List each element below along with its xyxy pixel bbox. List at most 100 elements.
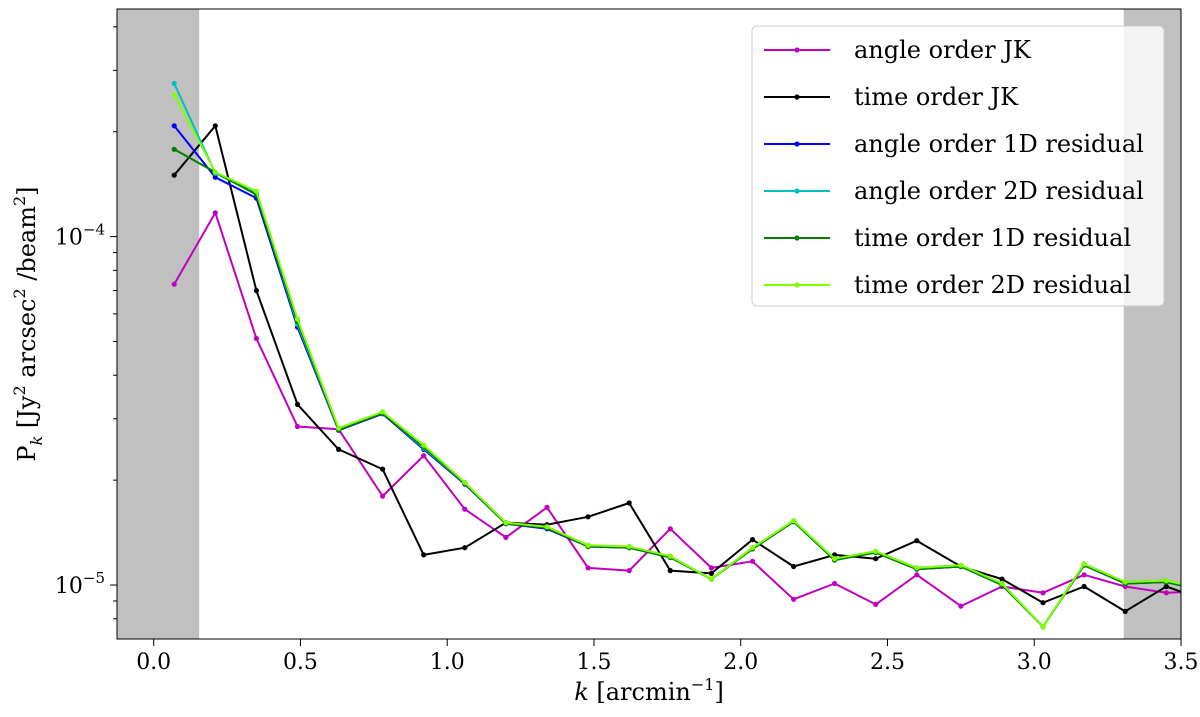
data-point	[999, 580, 1005, 587]
legend-label: time order 2D residual	[854, 271, 1131, 299]
x-tick-label: 0.0	[136, 650, 171, 675]
data-point	[1122, 579, 1128, 585]
legend-swatch-marker	[794, 188, 800, 194]
data-point	[1040, 590, 1046, 596]
data-point	[544, 504, 550, 510]
data-point	[212, 123, 218, 129]
legend-swatch-marker	[794, 141, 800, 147]
legend-swatch-marker	[794, 94, 800, 100]
legend-item: time order 2D residual	[764, 271, 1131, 299]
x-tick-label: 2.5	[870, 650, 905, 675]
data-point	[749, 545, 756, 551]
data-point	[914, 538, 920, 544]
data-point	[462, 506, 468, 512]
data-point	[171, 123, 177, 129]
series-line-1	[173, 211, 1181, 608]
x-tick-label: 1.5	[576, 650, 611, 675]
data-point	[914, 565, 920, 571]
legend-item: time order 1D residual	[764, 224, 1131, 252]
data-point	[380, 493, 386, 499]
data-point	[791, 518, 797, 524]
y-axis-ticks: 10−5 10−4	[55, 26, 117, 620]
data-point	[626, 500, 632, 506]
data-point	[708, 565, 715, 571]
legend-swatch-marker	[794, 47, 800, 53]
series-line-6	[173, 94, 1181, 628]
series-6	[171, 92, 1181, 630]
data-point	[667, 568, 673, 574]
data-point	[462, 479, 468, 485]
data-point	[503, 534, 509, 541]
data-point	[585, 514, 591, 520]
legend-item: angle order JK	[764, 36, 1032, 64]
data-point	[958, 562, 964, 568]
data-point	[380, 409, 386, 415]
data-point	[667, 553, 673, 559]
data-point	[1163, 590, 1169, 596]
data-point	[749, 537, 756, 543]
data-point	[1163, 583, 1169, 590]
data-point	[1081, 561, 1087, 567]
data-point	[832, 580, 838, 587]
data-point	[336, 446, 342, 452]
data-point	[1040, 624, 1046, 630]
data-point	[1081, 583, 1087, 590]
data-point	[171, 92, 177, 98]
data-point	[421, 442, 427, 448]
data-point	[585, 565, 591, 571]
legend-box	[751, 25, 1165, 307]
data-point	[336, 425, 342, 431]
legend-swatch-marker	[794, 282, 800, 288]
data-point	[873, 556, 879, 562]
data-point	[832, 556, 838, 562]
data-point	[294, 316, 301, 322]
data-point	[294, 401, 301, 407]
data-point	[791, 563, 797, 570]
data-point	[171, 146, 177, 152]
legend-label: angle order 2D residual	[854, 177, 1144, 205]
data-point	[212, 169, 218, 175]
data-point	[294, 423, 301, 430]
data-point	[1122, 608, 1128, 615]
x-axis-label: k [arcmin−1]	[574, 675, 724, 706]
legend-label: angle order 1D residual	[854, 130, 1144, 158]
data-point	[462, 545, 468, 551]
data-point	[1081, 572, 1087, 578]
data-point	[626, 543, 632, 550]
data-point	[1040, 600, 1046, 606]
data-point	[212, 210, 218, 216]
x-tick-label: 3.0	[1017, 650, 1052, 675]
plot-frame	[116, 8, 1182, 640]
y-axis-label: Pk [Jy2 arcsec2 /beam2]	[10, 186, 46, 461]
data-point	[791, 596, 797, 602]
data-point	[380, 466, 386, 472]
legend: angle order JK time order JK angle order 1…	[751, 25, 1165, 307]
data-point	[421, 453, 427, 459]
data-point	[253, 335, 259, 342]
legend-label: time order 1D residual	[854, 224, 1131, 252]
data-point	[749, 558, 756, 564]
data-point	[171, 281, 177, 287]
legend-label: angle order JK	[854, 36, 1032, 64]
data-point	[253, 188, 259, 194]
x-tick-label: 1.0	[430, 650, 465, 675]
data-point	[999, 576, 1005, 582]
y-tick-label: 10−5	[55, 569, 105, 599]
data-point	[873, 601, 879, 608]
data-point	[708, 576, 715, 582]
legend-swatch-marker	[794, 235, 800, 241]
legend-item: angle order 2D residual	[764, 177, 1144, 205]
data-point	[667, 526, 673, 532]
legend-item: angle order 1D residual	[764, 130, 1144, 158]
x-tick-label: 3.5	[1164, 650, 1199, 675]
x-axis-ticks: 0.0 0.5 1.0 1.5 2.0 2.5 3.0 3.5	[136, 639, 1199, 675]
data-point	[626, 568, 632, 574]
data-point	[1163, 578, 1169, 584]
data-point	[212, 174, 218, 180]
data-point	[171, 172, 177, 178]
data-point	[253, 288, 259, 294]
series-2	[171, 123, 1181, 615]
legend-label: time order JK	[854, 83, 1019, 111]
data-point	[958, 603, 964, 609]
